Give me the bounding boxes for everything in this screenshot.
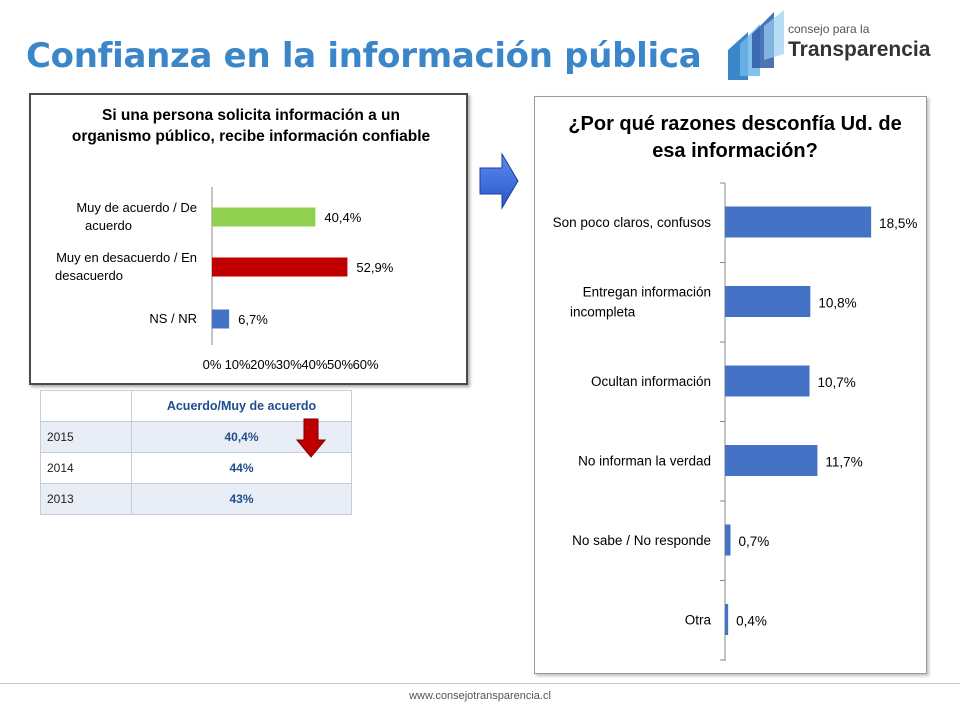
x-tick-label: 50%	[327, 357, 353, 372]
category-label: No sabe / No responde	[572, 533, 711, 548]
category-label: Muy de acuerdo / De	[76, 200, 197, 215]
footer-divider	[0, 683, 960, 684]
x-tick-label: 0%	[203, 357, 222, 372]
data-label: 52,9%	[356, 260, 393, 275]
x-tick-label: 60%	[353, 357, 379, 372]
distrust-reasons-panel: ¿Por qué razones desconfía Ud. de esa in…	[534, 96, 927, 674]
category-label: Entregan información	[583, 285, 711, 300]
chart-title: ¿Por qué razones desconfía Ud. de esa in…	[568, 113, 902, 162]
distrust-bar-chart: 18,5% Son poco claros, confusos 10,8% Entre…	[553, 182, 917, 661]
table-cell-year: 2014	[40, 452, 132, 484]
category-label: NS / NR	[149, 311, 197, 326]
bar	[212, 309, 230, 329]
category-label: acuerdo	[85, 218, 132, 233]
logo-line1: consejo para la	[788, 22, 870, 36]
table-cell-value: 44%	[131, 452, 352, 484]
table-row: 2013 43%	[40, 483, 352, 515]
table-header-agreement: Acuerdo/Muy de acuerdo	[131, 390, 352, 422]
bar	[212, 257, 348, 277]
table-header-row: Acuerdo/Muy de acuerdo	[40, 390, 352, 422]
trust-chart-panel: Si una persona solicita información a un…	[29, 93, 468, 385]
data-label: 18,5%	[879, 216, 917, 231]
down-arrow-icon	[296, 418, 326, 458]
data-label: 10,7%	[818, 375, 856, 390]
category-label: desacuerdo	[55, 268, 123, 283]
bar	[725, 365, 810, 397]
table-cell-value: 43%	[131, 483, 352, 515]
data-label: 0,7%	[739, 534, 770, 549]
table-row: 2014 44%	[40, 452, 352, 484]
bar	[725, 286, 811, 317]
category-label: Ocultan información	[591, 374, 711, 389]
logo-line2: Transparencia	[788, 38, 931, 61]
bar	[212, 207, 316, 227]
chart-title: Si una persona solicita información a un…	[71, 107, 431, 145]
table-header-empty	[40, 390, 132, 422]
data-label: 6,7%	[238, 312, 268, 327]
x-tick-label: 20%	[250, 357, 276, 372]
table-cell-year: 2015	[40, 421, 132, 453]
data-label: 10,8%	[818, 296, 856, 311]
consejo-transparencia-logo: consejo para la Transparencia	[726, 10, 930, 80]
x-tick-label: 10%	[225, 357, 251, 372]
data-label: 11,7%	[825, 455, 862, 470]
bar	[725, 524, 731, 556]
trust-bar-chart: 40,4% Muy de acuerdo / De acuerdo 52,9% Muy …	[55, 187, 394, 372]
bar	[725, 206, 872, 238]
bar	[725, 445, 818, 476]
x-tick-label: 40%	[301, 357, 327, 372]
right-arrow-icon	[479, 152, 519, 210]
x-tick-label: 30%	[276, 357, 302, 372]
bar	[725, 604, 729, 635]
page-title: Confianza en la información pública	[26, 36, 702, 76]
agreement-trend-table: Acuerdo/Muy de acuerdo 2015 40,4% 2014 4…	[40, 390, 352, 515]
table-cell-year: 2013	[40, 483, 132, 515]
data-label: 40,4%	[324, 210, 361, 225]
category-label: Son poco claros, confusos	[553, 215, 712, 230]
category-label: No informan la verdad	[578, 454, 711, 469]
footer-url: www.consejotransparencia.cl	[409, 690, 551, 702]
category-label: Muy en desacuerdo / En	[56, 250, 197, 265]
logo-mark-icon	[728, 10, 784, 80]
data-label: 0,4%	[736, 614, 767, 629]
category-label: incompleta	[570, 305, 636, 320]
category-label: Otra	[685, 613, 712, 628]
